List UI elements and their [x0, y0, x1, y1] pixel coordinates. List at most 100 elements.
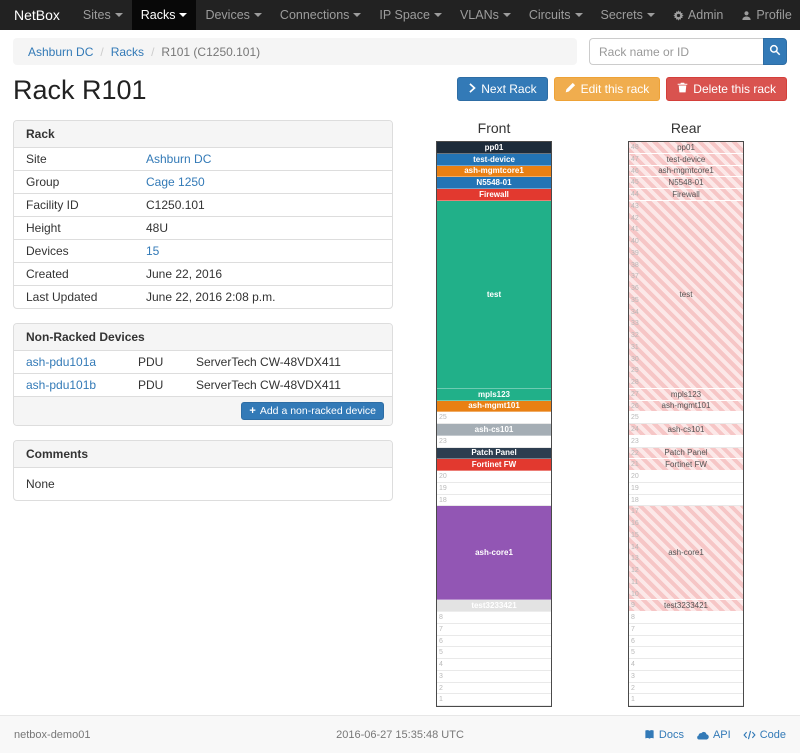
unit-number: 1 — [631, 696, 635, 704]
nav-item-racks[interactable]: Racks — [131, 0, 197, 30]
unit-number: 34 — [631, 308, 639, 316]
nonracked-row: ash-pdu101b PDU ServerTech CW-48VDX411 — [14, 373, 392, 396]
comments-body: None — [26, 477, 55, 491]
info-value-link[interactable]: 15 — [146, 244, 160, 258]
unit-number: 8 — [631, 614, 635, 621]
device-block-ash-mgmt101[interactable]: ash-mgmt101 — [437, 400, 551, 413]
add-nonracked-device-button[interactable]: + Add a non-racked device — [241, 402, 384, 420]
device-block-mpls123[interactable]: mpls123 — [437, 388, 551, 401]
nav-item-devices[interactable]: Devices — [196, 0, 270, 30]
footer-link-code[interactable]: Code — [743, 729, 786, 741]
device-block-ash-mgmtcore1[interactable]: ash-mgmtcore1 — [629, 165, 743, 178]
device-block-pp01[interactable]: pp01 — [629, 142, 743, 154]
device-block-ash-mgmt101[interactable]: ash-mgmt101 — [629, 400, 743, 413]
unit-number: 12 — [631, 567, 639, 574]
device-block-N5548-01[interactable]: N5548-01 — [629, 177, 743, 189]
device-block-ash-cs101[interactable]: ash-cs101 — [437, 424, 551, 436]
nav-item-label: Connections — [279, 8, 350, 22]
unit-number: 47 — [631, 155, 639, 163]
device-block-Fortinet FW[interactable]: Fortinet FW — [629, 459, 743, 471]
device-block-pp01[interactable]: pp01 — [437, 142, 551, 154]
unit-number: 23 — [631, 437, 639, 445]
info-label: Site — [26, 152, 47, 166]
nonracked-panel: Non-Racked Devices ash-pdu101a PDU ServerT… — [13, 323, 393, 426]
nav-item-vlans[interactable]: VLANs — [451, 0, 520, 30]
unit-number: 3 — [631, 672, 635, 680]
unit-number: 24 — [631, 426, 639, 433]
device-block-ash-core1[interactable]: ash-core1 — [437, 506, 551, 601]
breadcrumb-item[interactable]: Racks — [110, 44, 145, 59]
device-block-test[interactable]: test — [437, 200, 551, 389]
device-block-test[interactable]: test — [629, 200, 743, 389]
breadcrumb-row: Ashburn DC / Racks / R101 (C1250.101) — [13, 38, 787, 65]
nonracked-row: ash-pdu101a PDU ServerTech CW-48VDX411 — [14, 351, 392, 374]
search-input[interactable] — [589, 38, 763, 65]
device-block-Patch Panel[interactable]: Patch Panel — [437, 447, 551, 460]
breadcrumb-item[interactable]: Ashburn DC — [28, 44, 94, 59]
nav-item-label: Devices — [205, 8, 250, 22]
device-block-mpls123[interactable]: mpls123 — [629, 388, 743, 401]
rack-info-row: Devices 15 — [14, 239, 392, 263]
chevron-down-icon — [353, 13, 362, 17]
nav-item-label: Racks — [140, 8, 176, 22]
nav-item-ip-space[interactable]: IP Space — [370, 0, 451, 30]
rack-unit-4: 4 — [437, 659, 551, 671]
footer-link-docs[interactable]: Docs — [644, 729, 684, 741]
footer-hostname: netbox-demo01 — [14, 728, 91, 741]
unit-number: 6 — [631, 637, 635, 645]
edit-rack-button[interactable]: Edit this rack — [553, 77, 661, 101]
info-value-link[interactable]: Ashburn DC — [146, 152, 212, 166]
device-block-ash-mgmtcore1[interactable]: ash-mgmtcore1 — [437, 165, 551, 178]
device-block-Patch Panel[interactable]: Patch Panel — [629, 447, 743, 460]
nav-item-circuits[interactable]: Circuits — [520, 0, 592, 30]
unit-number: 19 — [439, 484, 447, 492]
device-link[interactable]: ash-pdu101b — [26, 378, 97, 392]
rack-info-row: Created June 22, 2016 — [14, 262, 392, 286]
device-block-Fortinet FW[interactable]: Fortinet FW — [437, 459, 551, 471]
footer-link-label: Docs — [658, 728, 684, 741]
device-block-test3233421[interactable]: test3233421 — [629, 600, 743, 612]
brand-link[interactable]: NetBox — [14, 7, 60, 23]
delete-rack-button[interactable]: Delete this rack — [666, 77, 787, 101]
rack-unit-23: 23 — [629, 436, 743, 448]
device-block-ash-core1[interactable]: ash-core1 — [629, 506, 743, 601]
device-type: PDU — [126, 373, 184, 396]
device-block-Firewall[interactable]: Firewall — [437, 189, 551, 201]
device-block-test-device[interactable]: test-device — [629, 153, 743, 166]
search-button[interactable] — [763, 38, 787, 65]
rack-unit-5: 5 — [437, 647, 551, 659]
unit-number: 6 — [439, 637, 443, 645]
left-column: Rack Site Ashburn DC Group Cage 1250 Facilit… — [13, 120, 393, 515]
rack-unit-18: 18 — [629, 495, 743, 507]
nav-item-secrets[interactable]: Secrets — [592, 0, 664, 30]
unit-number: 7 — [439, 625, 443, 633]
device-block-Firewall[interactable]: Firewall — [629, 189, 743, 201]
device-block-test-device[interactable]: test-device — [437, 153, 551, 166]
nav-item-connections[interactable]: Connections — [271, 0, 371, 30]
code-icon — [743, 730, 756, 740]
comments-panel-title: Comments — [14, 441, 392, 468]
rack-panel-title: Rack — [14, 121, 392, 148]
nav-item-profile[interactable]: Profile — [732, 0, 800, 30]
rack-unit-2: 2 — [629, 683, 743, 695]
rack-unit-4: 4 — [629, 659, 743, 671]
nav-item-admin[interactable]: Admin — [664, 0, 732, 30]
unit-number: 37 — [631, 273, 639, 281]
info-value: C1250.101 — [134, 193, 392, 217]
rack-unit-19: 19 — [629, 483, 743, 495]
unit-number: 32 — [631, 332, 639, 339]
footer-link-api[interactable]: API — [696, 729, 731, 741]
page-footer: netbox-demo01 2016-06-27 15:35:48 UTC Do… — [0, 715, 800, 753]
unit-number: 40 — [631, 238, 639, 245]
info-label: Created — [14, 262, 134, 286]
device-link[interactable]: ash-pdu101a — [26, 355, 97, 369]
unit-number: 20 — [439, 473, 447, 480]
device-block-ash-cs101[interactable]: ash-cs101 — [629, 424, 743, 436]
nonracked-panel-title: Non-Racked Devices — [14, 324, 392, 351]
device-block-N5548-01[interactable]: N5548-01 — [437, 177, 551, 189]
device-block-test3233421[interactable]: test3233421 — [437, 600, 551, 612]
info-value: Cage 1250 — [134, 170, 392, 194]
info-value-link[interactable]: Cage 1250 — [146, 175, 205, 189]
next-rack-button[interactable]: Next Rack — [457, 77, 548, 101]
nav-item-sites[interactable]: Sites — [74, 0, 132, 30]
